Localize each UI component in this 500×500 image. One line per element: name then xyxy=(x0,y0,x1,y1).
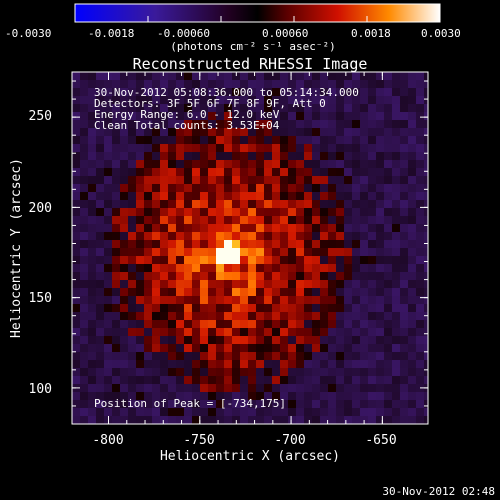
axis-ticks xyxy=(72,72,428,424)
colorbar-tick-label: -0.0018 xyxy=(88,27,134,40)
detectors-info: Detectors: 3F 5F 6F 7F 8F 9F, Att 0 xyxy=(94,97,326,110)
plot-frame xyxy=(71,71,429,425)
peak-position: Position of Peak = [-734,175] xyxy=(94,397,286,410)
colorbar-tick-label: -0.00060 xyxy=(157,27,210,40)
x-tick-label: -750 xyxy=(183,433,214,448)
rhessi-image xyxy=(72,72,428,424)
plot-title: Reconstructed RHESSI Image xyxy=(133,55,368,73)
colorbar-ticks xyxy=(74,16,441,22)
colorbar: -0.0030 -0.0018 -0.00060 0.00060 0.0018 … xyxy=(5,3,461,53)
y-tick-label: 100 xyxy=(29,382,52,397)
y-axis-label: Heliocentric Y (arcsec) xyxy=(9,158,24,338)
colorbar-tick-label: 0.00060 xyxy=(262,27,308,40)
colorbar-tick-label: 0.0018 xyxy=(351,27,391,40)
colorbar-gradient xyxy=(74,3,441,23)
x-tick-label: -800 xyxy=(92,433,123,448)
colorbar-tick-label: -0.0030 xyxy=(5,27,51,40)
x-tick-label: -650 xyxy=(365,433,396,448)
energy-range: Energy Range: 6.0 - 12.0 keV xyxy=(94,108,280,121)
observation-info: 30-Nov-2012 05:08:36.000 to 05:14:34.000… xyxy=(94,86,359,132)
timestamp: 30-Nov-2012 02:48 xyxy=(382,485,495,498)
colorbar-units: (photons cm⁻² s⁻¹ asec⁻²) xyxy=(170,40,336,53)
y-tick-label: 250 xyxy=(29,109,52,124)
x-tick-label: -700 xyxy=(274,433,305,448)
y-tick-label: 200 xyxy=(29,201,52,216)
colorbar-tick-label: 0.0030 xyxy=(421,27,461,40)
y-tick-label: 150 xyxy=(29,291,52,306)
clean-info: Clean Total counts: 3.53E+04 xyxy=(94,119,280,132)
x-axis-label: Heliocentric X (arcsec) xyxy=(160,449,340,464)
time-range: 30-Nov-2012 05:08:36.000 to 05:14:34.000 xyxy=(94,86,359,99)
